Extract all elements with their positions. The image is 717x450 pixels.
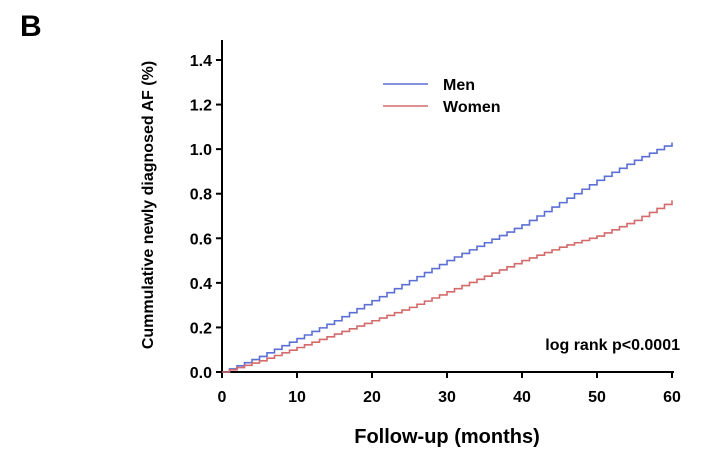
x-tick-label: 60: [663, 389, 681, 406]
x-tick-label: 20: [363, 389, 381, 406]
legend-label-men: Men: [443, 77, 475, 94]
panel-label: B: [20, 10, 42, 43]
x-tick-label: 10: [288, 389, 306, 406]
legend-label-women: Women: [443, 99, 500, 116]
axes: 0.0 0.2 0.4 0.6 0.8 1.0 1.2 1.4 0 10 20 30 40 50 60: [190, 40, 681, 406]
y-tick-label: 0.6: [190, 231, 212, 248]
x-axis-title: Follow-up (months): [354, 426, 540, 448]
x-tick-label: 30: [438, 389, 456, 406]
x-tick-label: 0: [218, 389, 227, 406]
y-tick-label: 0.8: [190, 187, 212, 204]
x-tick-label: 50: [588, 389, 606, 406]
y-tick-label: 1.0: [190, 142, 212, 159]
y-tick-label: 1.2: [190, 98, 212, 115]
series-layer: [222, 142, 673, 373]
series-line-women: [222, 200, 673, 373]
y-tick-label: 0.4: [190, 276, 212, 293]
y-tick-label: 0.2: [190, 320, 212, 337]
series-line-men: [222, 142, 673, 373]
x-tick-label: 40: [513, 389, 531, 406]
annotation-logrank: log rank p<0.0001: [545, 337, 680, 354]
y-tick-label: 0.0: [190, 365, 212, 382]
y-axis-title: Cummulative newly diagnosed AF (%): [140, 61, 157, 349]
y-tick-label: 1.4: [190, 53, 212, 70]
legend: Men Women: [383, 77, 500, 116]
